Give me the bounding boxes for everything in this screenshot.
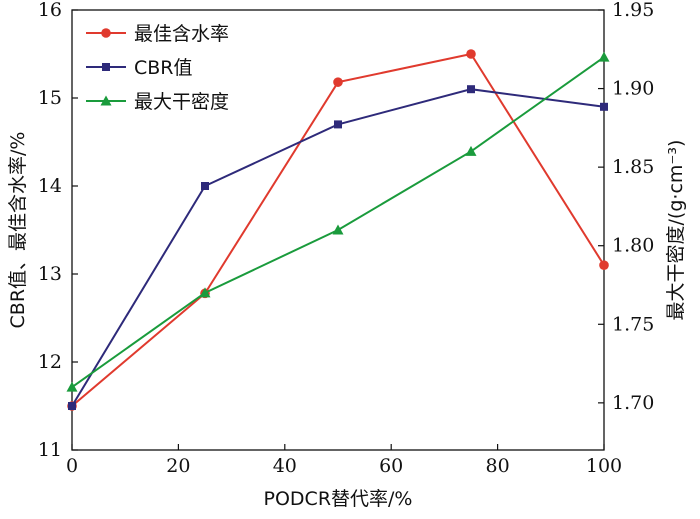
plot-frame — [71, 9, 605, 451]
legend-marker — [101, 28, 111, 38]
y-axis-right-label: 最大干密度/(g·cm⁻³) — [665, 140, 687, 321]
legend-marker — [100, 95, 112, 106]
data-point — [332, 224, 344, 235]
legend-marker — [102, 63, 110, 71]
data-point — [465, 145, 477, 156]
data-point — [334, 120, 342, 129]
legend-label: 最大干密度 — [134, 91, 229, 113]
data-point — [467, 85, 475, 94]
y-left-tick-label: 13 — [38, 263, 62, 285]
data-point — [333, 77, 343, 87]
y-right-tick-label: 1.95 — [612, 0, 654, 21]
data-point — [598, 51, 610, 62]
data-point — [599, 260, 609, 271]
x-tick-label: 20 — [166, 455, 190, 477]
series-2 — [66, 51, 610, 392]
y-left-tick-label: 16 — [38, 0, 62, 21]
y-right-tick-label: 1.70 — [612, 392, 654, 414]
data-point — [201, 182, 209, 190]
x-tick-label: 40 — [273, 455, 297, 477]
y-left-tick-label: 15 — [38, 87, 62, 109]
y-right-tick-label: 1.75 — [612, 313, 654, 335]
series-layer — [66, 49, 610, 411]
y-left-tick-label: 14 — [38, 175, 62, 197]
y-right-tick-label: 1.85 — [612, 156, 654, 178]
y-left-tick-label: 11 — [38, 439, 62, 461]
series-1 — [68, 85, 608, 410]
x-axis-label: PODCR替代率/% — [264, 488, 413, 510]
data-point — [68, 402, 76, 410]
x-tick-label: 80 — [486, 455, 510, 477]
y-left-tick-label: 12 — [38, 351, 62, 373]
data-point — [66, 381, 78, 392]
legend-label: 最佳含水率 — [134, 23, 229, 45]
data-point — [466, 49, 476, 59]
x-tick-label: 0 — [66, 455, 78, 477]
legend-label: CBR值 — [134, 57, 193, 79]
data-point — [199, 287, 211, 298]
y-right-tick-label: 1.80 — [612, 235, 654, 257]
x-tick-label: 60 — [379, 455, 403, 477]
ticks: 0 20 40 60 80 100 11 12 13 14 15 16 1.70 1.75 1.80 1.85… — [38, 0, 655, 477]
y-right-tick-label: 1.90 — [612, 78, 654, 100]
y-axis-left-label: CBR值、最佳含水率/% — [7, 132, 29, 329]
x-tick-label: 100 — [586, 455, 622, 477]
data-point — [600, 102, 608, 111]
